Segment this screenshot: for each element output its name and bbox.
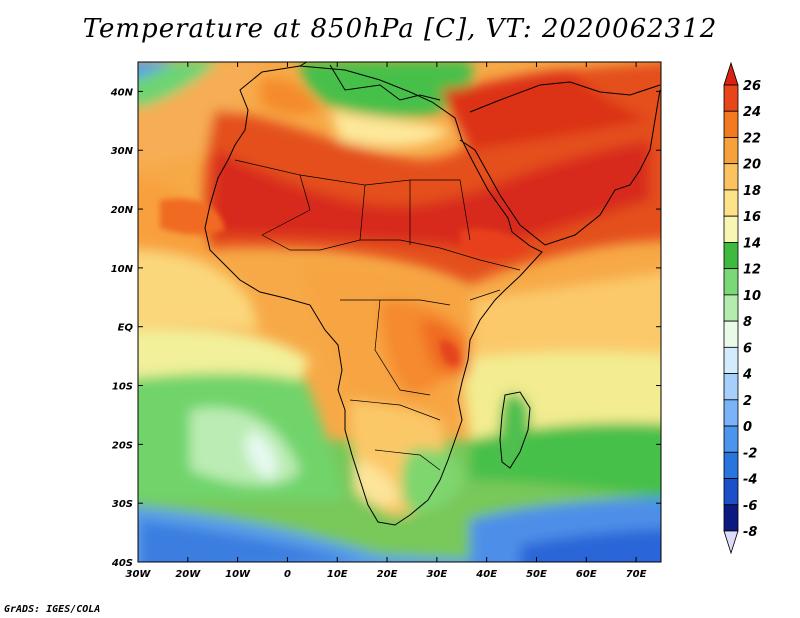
colorbar-label: 6	[743, 341, 752, 356]
lon-tick-label: 20E	[377, 569, 398, 580]
grads-credit: GrADS: IGES/COLA	[4, 604, 101, 615]
colorbar-box	[723, 294, 739, 322]
colorbar-label: 22	[743, 131, 761, 146]
colorbar-box	[723, 320, 739, 348]
colorbar-top-triangle	[723, 61, 739, 86]
lon-tick-label: 10W	[225, 569, 251, 580]
colorbar-box	[723, 110, 739, 138]
lat-tick-label: 10S	[112, 382, 133, 393]
colorbar-label: -8	[743, 525, 757, 540]
colorbar-box	[723, 504, 739, 532]
lon-tick-label: 10E	[327, 569, 348, 580]
lat-tick-label: 40S	[111, 558, 133, 569]
colorbar-label: 26	[743, 79, 761, 94]
colorbar-label: 14	[743, 236, 761, 251]
chart-title: Temperature at 850hPa [C], VT: 202006231…	[82, 14, 718, 44]
map-frame	[137, 61, 662, 563]
colorbar-box	[723, 451, 739, 479]
lat-tick-label: EQ	[118, 323, 134, 334]
colorbar-box	[723, 373, 739, 401]
lat-tick-label: 40N	[110, 87, 134, 98]
lon-tick-label: 40E	[475, 569, 497, 580]
colorbar-label: 2	[743, 394, 752, 409]
lat-axis: 40N 30N 20N 10N EQ 10S 20S 30S 40S	[110, 87, 661, 569]
colorbar-label: 24	[743, 105, 761, 120]
lat-tick-label: 30N	[111, 146, 134, 157]
colorbar-label: -6	[743, 499, 757, 514]
temperature-field	[138, 62, 661, 562]
colorbar-label: -2	[743, 446, 757, 461]
colorbar-label: 4	[742, 368, 752, 383]
lon-tick-label: 30W	[126, 569, 152, 580]
colorbar-label: 18	[743, 184, 761, 199]
lon-tick-label: 20W	[175, 569, 201, 580]
colorbar-label: 10	[743, 289, 761, 304]
colorbar-box	[723, 215, 739, 243]
country-borders	[234, 159, 521, 471]
colorbar-label: 16	[743, 210, 761, 225]
colorbar-box	[723, 163, 739, 191]
colorbar-box	[723, 399, 739, 427]
colorbar-bottom-triangle	[723, 530, 739, 555]
lat-tick-label: 30S	[112, 499, 133, 510]
colorbar-label: 0	[743, 420, 752, 435]
colorbar-box	[723, 137, 739, 165]
lat-tick-label: 20S	[112, 440, 133, 451]
colorbar-box	[723, 478, 739, 506]
lat-tick-label: 10N	[111, 264, 134, 275]
colorbar-box	[723, 268, 739, 296]
colorbar-box	[723, 346, 739, 374]
colorbar-label: 12	[743, 263, 761, 278]
colorbar-box	[723, 84, 739, 112]
colorbar-box	[723, 425, 739, 453]
lon-axis: 30W 20W 10W 0 10E 20E 30E 40E 50E 60E 70E	[126, 62, 647, 580]
colorbar-box	[723, 242, 739, 270]
coastlines	[204, 62, 661, 526]
colorbar-label: 8	[743, 315, 752, 330]
lon-tick-label: 0	[284, 569, 291, 580]
lon-tick-label: 50E	[526, 569, 547, 580]
lon-tick-label: 70E	[626, 569, 647, 580]
colorbar-label: -4	[743, 473, 757, 488]
lat-tick-label: 20N	[111, 205, 134, 216]
colorbar-label: 20	[743, 158, 761, 173]
lon-tick-label: 60E	[576, 569, 597, 580]
lon-tick-label: 30E	[426, 569, 447, 580]
colorbar-box	[723, 189, 739, 217]
